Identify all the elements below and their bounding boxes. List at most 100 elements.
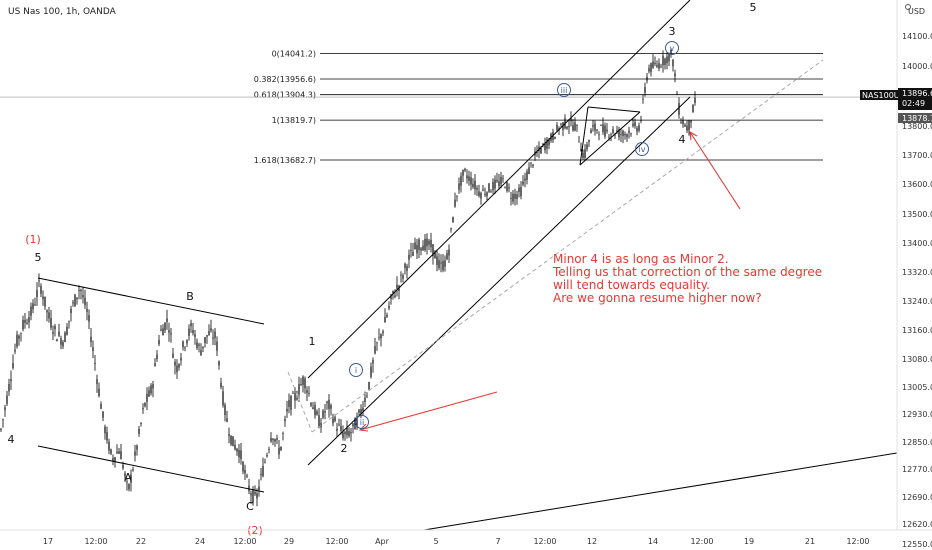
candle-body — [140, 423, 142, 424]
wave-label-3: 3 — [669, 25, 676, 38]
candle-body — [390, 294, 392, 299]
candle-body — [178, 364, 180, 368]
candle-body — [470, 177, 472, 185]
candle-body — [366, 395, 368, 397]
candle-body — [606, 129, 608, 132]
y-axis[interactable]: 14100.0 14000.0 13800.0 13700.0 13600.0 13500… — [896, 0, 932, 549]
channel-upper-left — [37, 277, 265, 325]
currency-label: USD — [908, 7, 925, 16]
candle-body — [522, 181, 524, 185]
candle-body — [440, 262, 442, 264]
y-tick-label: 13600.0 — [902, 180, 932, 189]
candle-body — [266, 454, 268, 457]
x-tick-label: 5 — [433, 537, 438, 546]
candle-body — [368, 381, 370, 389]
candle-body — [80, 289, 82, 292]
y-tick-label: 13160.0 — [902, 326, 932, 335]
candle-body — [236, 448, 238, 452]
candle-body — [86, 308, 88, 312]
candle-body — [254, 491, 256, 495]
fib-label: 0.618(13904.3) — [254, 91, 316, 100]
candle-body — [616, 130, 618, 133]
candle-body — [38, 280, 40, 282]
candle-body — [636, 128, 638, 132]
circled-wave-label: ii — [355, 415, 369, 429]
candle-body — [540, 147, 542, 154]
y-tick-label: 13700.0 — [902, 151, 932, 160]
candle-body — [290, 395, 292, 410]
annotation-line: Minor 4 is as long as Minor 2. — [553, 252, 729, 266]
dashed-trend-line — [311, 59, 824, 433]
candle-body — [406, 266, 408, 271]
candle-body — [604, 125, 606, 137]
candle-body — [284, 418, 286, 422]
candle-body — [138, 428, 140, 434]
x-tick-label: 12:00 — [233, 537, 256, 546]
wave-circle — [665, 41, 679, 55]
candle-body — [378, 336, 380, 338]
candle-body — [76, 297, 78, 300]
x-tick-label: 12:00 — [690, 537, 713, 546]
candle-body — [102, 411, 104, 418]
chart-title: US Nas 100, 1h, OANDA — [8, 7, 117, 17]
candle-body — [154, 363, 156, 367]
candle-body — [156, 354, 158, 359]
candle-body — [128, 484, 130, 490]
y-tick-label: 13080.0 — [902, 355, 932, 364]
candle-body — [444, 260, 446, 267]
candle-body — [638, 125, 640, 131]
candle-body — [148, 390, 150, 397]
candle-body — [510, 197, 512, 199]
y-tick-label: 14100.0 — [902, 32, 932, 41]
x-tick-label: 12:00 — [846, 537, 869, 546]
candle-body — [146, 393, 148, 402]
gear-icon[interactable] — [905, 4, 911, 10]
candle-body — [448, 249, 450, 256]
circled-wave-label: iv — [635, 142, 649, 156]
candle-body — [200, 350, 202, 356]
candle-body — [420, 248, 422, 251]
candle-body — [50, 318, 52, 328]
annotation-note: Minor 4 is as long as Minor 2.Telling us… — [552, 252, 822, 305]
candle-body — [210, 328, 212, 331]
candle-body — [590, 130, 592, 134]
drawings-layer — [37, 0, 898, 531]
candle-body — [396, 284, 398, 289]
candle-body — [106, 431, 108, 441]
currency-button[interactable]: USD — [902, 5, 928, 18]
candle-body — [232, 436, 234, 447]
wave-circle-text: i — [355, 366, 357, 375]
y-tick-label: 12550.0 — [902, 540, 932, 549]
candle-body — [8, 383, 10, 392]
candle-body — [626, 134, 628, 138]
candle-body — [682, 119, 684, 125]
fib-label: 0(14041.2) — [272, 50, 316, 59]
y-tick-label: 14000.0 — [902, 62, 932, 71]
candle-body — [408, 254, 410, 260]
candle-body — [592, 124, 594, 127]
candle-body — [238, 449, 240, 458]
candle-body — [158, 340, 160, 345]
candle-body — [118, 451, 120, 454]
candle-body — [272, 438, 274, 441]
candle-body — [230, 435, 232, 445]
x-tick-label: 24 — [195, 537, 205, 546]
candle-body — [264, 461, 266, 463]
candle-body — [422, 245, 424, 251]
x-tick-label: 12:00 — [84, 537, 107, 546]
candle-body — [302, 376, 304, 386]
candle-body — [506, 182, 508, 192]
candle-body — [568, 126, 570, 128]
y-tick-label: 12930.0 — [902, 410, 932, 419]
candle-body — [654, 62, 656, 65]
x-axis[interactable]: 17 12:00 22 24 12:00 29 12:00 Apr 5 7 12:00 12 14 12:… — [0, 529, 932, 546]
candle-body — [424, 238, 426, 251]
candle-body — [292, 393, 294, 394]
candle-body — [190, 322, 192, 327]
candle-body — [574, 122, 576, 131]
candle-body — [576, 124, 578, 126]
candle-body — [542, 143, 544, 146]
symbol-tag-bg — [860, 90, 898, 100]
wave-circle-text: v — [670, 44, 675, 53]
